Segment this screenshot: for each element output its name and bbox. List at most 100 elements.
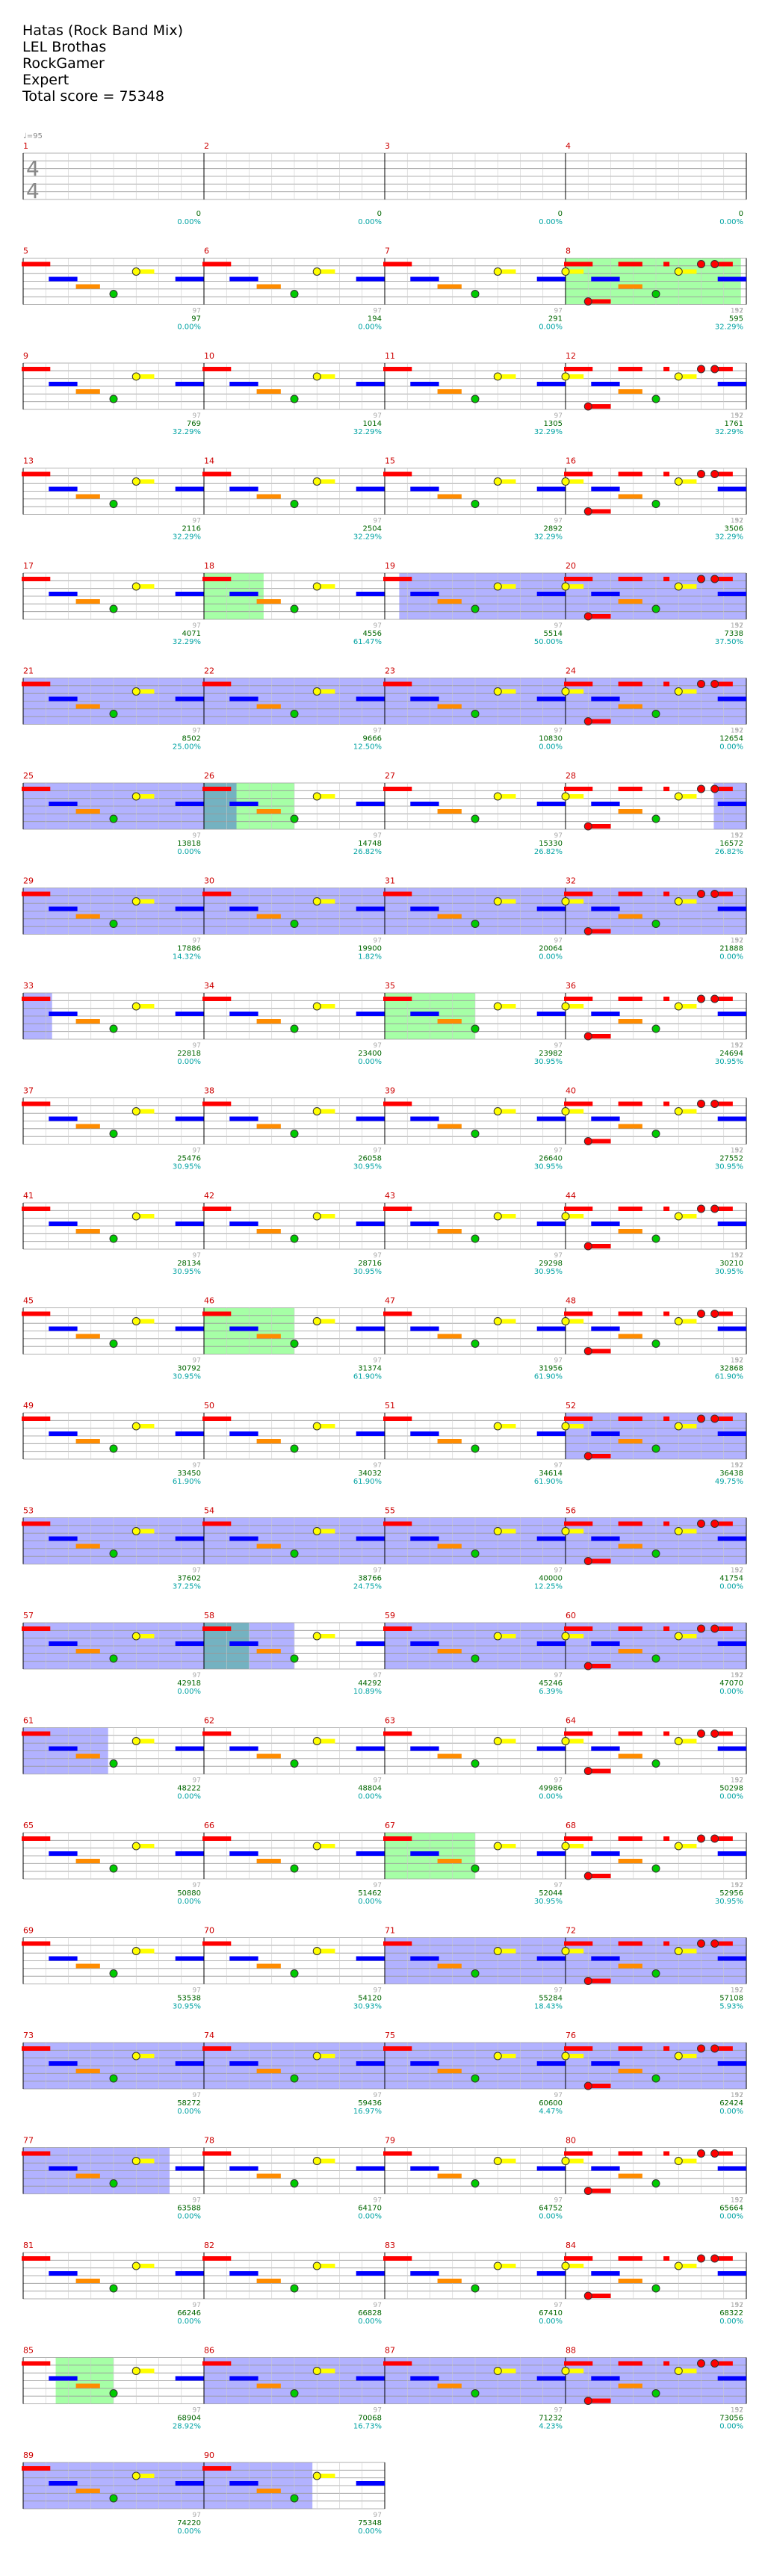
note-sustain — [204, 1207, 232, 1211]
beat-marker-label: 97 — [735, 832, 743, 840]
note-sustain — [258, 704, 281, 709]
note-head — [564, 261, 570, 267]
measure-score: 44292 — [358, 1679, 382, 1688]
note-head — [75, 2279, 82, 2283]
note-head — [131, 897, 140, 905]
note-sustain — [258, 2069, 281, 2073]
beat-marker-label: 97 — [193, 308, 201, 315]
beat-marker-label: 97 — [735, 1672, 743, 1679]
note-sustain — [317, 2264, 335, 2268]
note-sustain — [385, 681, 412, 687]
note-head — [618, 1859, 625, 1863]
note-sustain — [678, 1109, 697, 1114]
note-sustain — [357, 2376, 385, 2381]
note-head — [109, 1654, 118, 1663]
note-head — [697, 2359, 705, 2368]
note-head — [22, 1207, 28, 1211]
note-sustain — [566, 1214, 584, 1219]
note-sustain — [77, 1859, 100, 1863]
note-head — [22, 367, 28, 371]
note-head — [663, 1731, 670, 1736]
measure-percent: 37.25% — [173, 1583, 201, 1591]
note-head — [710, 1520, 719, 1528]
note-head — [202, 1626, 208, 1631]
note-sustain — [50, 2481, 78, 2486]
note-head — [710, 1834, 719, 1843]
note-head — [583, 402, 592, 411]
measure-score: 2504 — [363, 525, 382, 533]
note-sustain — [498, 2054, 516, 2058]
measure-number: 23 — [385, 666, 395, 676]
note-sustain — [412, 2061, 439, 2066]
note-head — [591, 2271, 598, 2276]
note-head — [697, 2149, 705, 2158]
measure-percent: 0.00% — [358, 1058, 382, 1066]
song-title: Hatas (Rock Band Mix) — [22, 22, 183, 39]
note-head — [49, 382, 55, 386]
measure-score: 75348 — [358, 2519, 382, 2527]
note-sustain — [439, 284, 462, 289]
note-head — [493, 1632, 502, 1641]
note-head — [591, 2061, 598, 2066]
measure-score: 291 — [548, 315, 563, 323]
note-sustain — [317, 1739, 335, 1744]
note-head — [564, 1836, 570, 1841]
note-sustain — [317, 1004, 335, 1009]
note-head — [202, 2466, 208, 2471]
note-head — [75, 1019, 82, 1024]
note-sustain — [439, 1963, 462, 1969]
note-sustain — [498, 899, 516, 904]
note-head — [564, 891, 570, 897]
note-head — [717, 2061, 724, 2066]
note-sustain — [619, 704, 642, 709]
note-head — [717, 276, 724, 282]
note-sustain — [136, 1529, 155, 1534]
note-head — [437, 1439, 444, 1443]
note-head — [312, 1317, 321, 1325]
beat-marker-label: 97 — [735, 1777, 743, 1785]
note-head — [536, 906, 543, 911]
measure-score: 70068 — [358, 2415, 382, 2423]
note-head — [202, 1311, 208, 1316]
note-sustain — [23, 1941, 51, 1946]
note-sustain — [176, 696, 204, 702]
note-head — [717, 1641, 724, 1646]
beat-marker-label: 97 — [193, 1357, 201, 1365]
measure-score: 65664 — [719, 2205, 743, 2213]
note-sustain — [357, 2061, 385, 2066]
measure-score: 60600 — [539, 2099, 563, 2108]
note-head — [131, 687, 140, 696]
note-head — [290, 1234, 299, 1243]
measure-number: 38 — [204, 1086, 214, 1096]
measure-number: 52 — [566, 1401, 576, 1411]
note-sustain — [258, 2173, 281, 2179]
beat-marker-label: 152 — [731, 1357, 743, 1365]
measure-number: 85 — [23, 2346, 34, 2356]
note-head — [564, 1311, 570, 1316]
note-sustain — [385, 261, 412, 267]
measure-number: 58 — [204, 1611, 214, 1620]
note-sustain — [714, 2361, 733, 2366]
measure-number: 36 — [566, 981, 576, 991]
note-head — [674, 2052, 683, 2061]
note-head — [564, 2361, 570, 2366]
beat-marker-label: 97 — [193, 2197, 201, 2205]
measure-percent: 32.29% — [715, 323, 743, 332]
note-sustain — [619, 914, 642, 919]
note-head — [663, 1311, 670, 1316]
measure-number: 7 — [385, 247, 390, 256]
note-sustain — [176, 1222, 204, 1226]
note-head — [697, 260, 705, 268]
note-sustain — [538, 2061, 566, 2066]
note-sustain — [538, 1851, 566, 1856]
note-head — [717, 592, 724, 596]
beat-marker-label: 152 — [731, 1987, 743, 1995]
measure-percent: 0.00% — [358, 323, 382, 332]
note-sustain — [23, 2466, 51, 2471]
note-head — [618, 1753, 625, 1759]
